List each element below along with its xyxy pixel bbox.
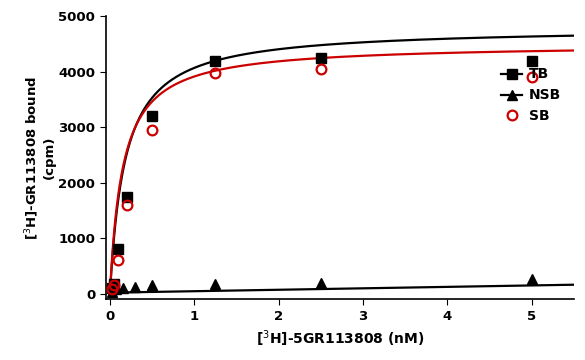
X-axis label: [$^{3}$H]-5GR113808 (nM): [$^{3}$H]-5GR113808 (nM) [256,328,424,349]
Y-axis label: [$^{3}$H]-GR113808 bound
(cpm): [$^{3}$H]-GR113808 bound (cpm) [23,76,56,240]
Legend: TB, NSB, SB: TB, NSB, SB [496,62,567,129]
